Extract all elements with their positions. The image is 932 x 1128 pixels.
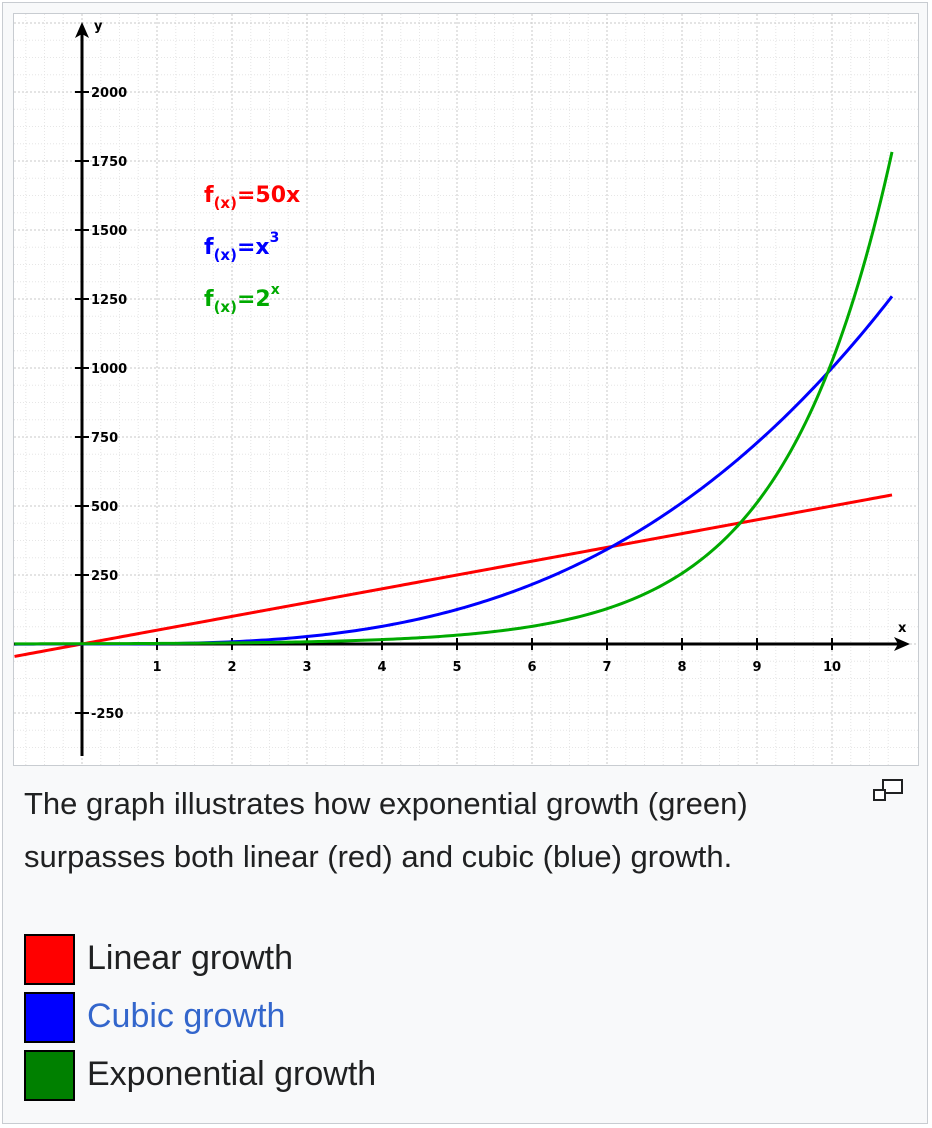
growth-chart: x y 1 2 3 4 5 6 7 8 9 10 -250 250 500 750 1000 1250 1500 17… — [14, 14, 918, 765]
formula-exponential: f(x)=2x — [204, 282, 280, 316]
cubic-growth-link[interactable]: Cubic growth — [87, 997, 286, 1035]
legend-label-linear: Linear growth — [87, 939, 294, 977]
y-axis-label: y — [94, 19, 103, 34]
y-tick-label: 750 — [91, 431, 118, 446]
y-tick-label: 500 — [91, 500, 118, 515]
legend-label-exponential: Exponential growth — [87, 1055, 377, 1093]
magnify-icon[interactable] — [871, 778, 905, 804]
x-tick-label: 7 — [602, 660, 611, 675]
legend-swatch-cubic — [24, 992, 75, 1043]
series-linear — [14, 493, 893, 658]
x-tick-label: 5 — [452, 660, 461, 675]
caption-text: The graph illustrates how exponential gr… — [24, 786, 748, 874]
x-tick-label: 3 — [302, 660, 311, 675]
x-tick-label: 2 — [227, 660, 236, 675]
legend-swatch-exponential — [24, 1050, 75, 1101]
x-tick-label: 8 — [677, 660, 686, 675]
x-tick-label: 10 — [823, 660, 841, 675]
y-tick-label: 250 — [91, 569, 118, 584]
y-axis-arrow — [75, 22, 89, 38]
figure-caption: The graph illustrates how exponential gr… — [24, 777, 884, 883]
x-tick-label: 6 — [527, 660, 536, 675]
y-tick-label: 2000 — [91, 86, 127, 101]
y-tick-label: 1750 — [91, 155, 127, 170]
formula-linear: f(x)=50x — [204, 183, 300, 212]
legend-swatch-linear — [24, 934, 75, 985]
x-axis-arrow — [894, 637, 910, 651]
x-tick-label: 1 — [152, 660, 161, 675]
y-tick-label: 1500 — [91, 224, 127, 239]
x-tick-label: 9 — [752, 660, 761, 675]
formula-cubic: f(x)=x3 — [204, 230, 279, 264]
x-tick-label: 4 — [377, 660, 386, 675]
x-axis-label: x — [898, 621, 907, 636]
y-tick-label: 1000 — [91, 362, 127, 377]
y-tick-label: -250 — [91, 707, 124, 722]
chart-area: x y 1 2 3 4 5 6 7 8 9 10 -250 250 500 750 1000 1250 1500 17… — [13, 13, 919, 766]
y-tick-label: 1250 — [91, 293, 127, 308]
series-exponential — [14, 151, 894, 646]
